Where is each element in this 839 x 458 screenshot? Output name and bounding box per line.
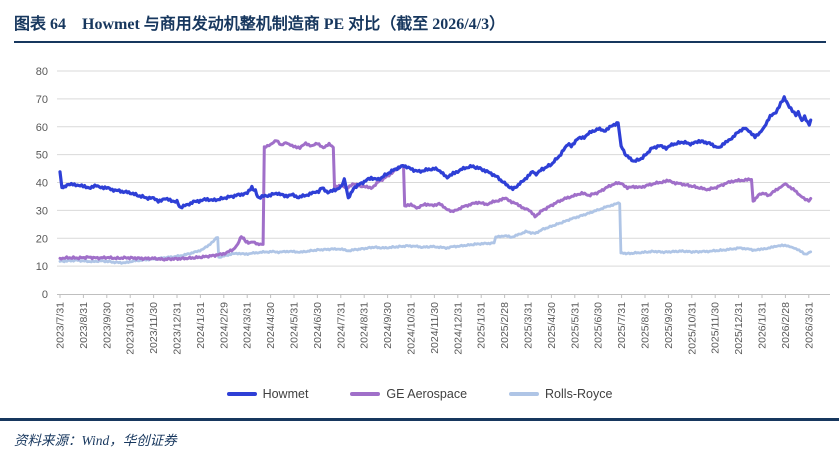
x-tick-label: 2025/4/30 [546,302,558,349]
x-tick-label: 2024/11/30 [429,302,441,354]
legend-label-rolls-royce: Rolls-Royce [545,387,613,401]
x-tick-label: 2023/12/31 [172,302,184,355]
x-tick-label: 2023/11/30 [148,302,160,354]
x-tick-label: 2024/4/30 [265,302,277,349]
x-tick-label: 2024/3/31 [242,302,254,349]
series-line-howmet [58,95,813,210]
series-line-ge-aerospace [58,139,813,262]
x-tick-label: 2023/9/30 [101,302,113,349]
x-tick-label: 2024/5/31 [289,302,301,349]
x-tick-label: 2025/10/31 [686,302,698,355]
legend-item-rolls-royce: Rolls-Royce [509,387,612,401]
x-tick-label: 2025/12/31 [733,302,745,355]
pe-line-chart: 0 10 20 30 40 50 60 70 80 2023/7/31 2023/8/31 2023/… [36,66,830,355]
x-tick-label: 2023/8/31 [78,302,90,349]
source-note: 资料来源：Wind，华创证券 [14,433,177,448]
y-tick-label-60: 60 [36,122,48,134]
y-tick-label-50: 50 [36,150,48,162]
x-tick-label: 2025/8/31 [640,302,652,349]
x-tick-label: 2026/1/31 [757,302,769,349]
legend-label-ge-aerospace: GE Aerospace [386,387,468,401]
y-tick-label-80: 80 [36,66,48,78]
header-divider [14,41,826,43]
x-tick-label: 2025/6/30 [593,302,605,349]
figure-title: Howmet 与商用发动机整机制造商 PE 对比（截至 2026/4/3） [82,16,506,33]
y-tick-label-0: 0 [42,289,48,301]
y-tick-label-10: 10 [36,261,48,273]
x-tick-label: 2024/12/31 [452,302,464,355]
figure-header: 图表 64 Howmet 与商用发动机整机制造商 PE 对比（截至 2026/4… [0,0,839,34]
x-tick-label: 2025/5/31 [569,302,581,349]
x-tick-label: 2024/1/31 [195,302,207,349]
y-tick-label-30: 30 [36,205,48,217]
legend-swatch-rolls-royce [509,392,540,396]
legend-label-howmet: Howmet [262,387,309,401]
legend-item-ge-aerospace: GE Aerospace [350,387,467,401]
x-tick-label: 2024/9/30 [382,302,394,349]
x-tick-label: 2025/1/31 [476,302,488,349]
y-tick-label-20: 20 [36,233,48,245]
footer-divider [0,418,839,421]
x-tick-label: 2024/2/29 [218,302,230,349]
x-tick-label: 2026/3/31 [803,302,815,349]
y-tick-label-70: 70 [36,94,48,106]
chart-legend: Howmet GE Aerospace Rolls-Royce [0,385,839,403]
legend-swatch-ge-aerospace [350,392,381,396]
legend-swatch-howmet [226,392,257,396]
x-tick-label: 2026/2/28 [780,302,792,349]
x-tick-label: 2025/7/31 [616,302,628,349]
x-tick-label: 2023/10/31 [125,302,137,355]
figure-label: 图表 64 [14,16,67,33]
x-tick-label: 2024/6/30 [312,302,324,349]
x-tick-label: 2024/8/31 [359,302,371,349]
x-tick-label: 2023/7/31 [55,302,67,349]
series-line-rolls-royce [58,201,813,265]
legend-item-howmet: Howmet [226,387,309,401]
x-tick-label: 2025/2/28 [499,302,511,349]
x-tick-label: 2025/3/31 [523,302,535,349]
x-tick-label: 2024/7/31 [335,302,347,349]
x-tick-label: 2025/11/30 [710,302,722,354]
x-tick-label: 2024/10/31 [406,302,418,355]
y-tick-label-40: 40 [36,178,48,190]
x-tick-label: 2025/9/30 [663,302,675,349]
